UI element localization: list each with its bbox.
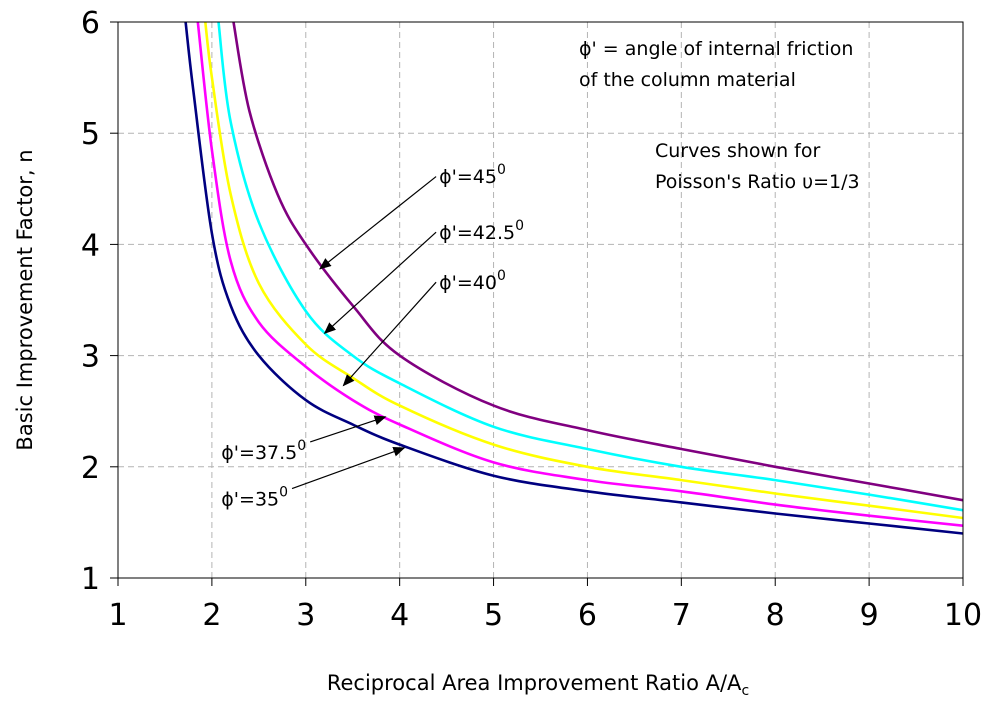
x-axis-label-text: Reciprocal Area Improvement Ratio A/A (327, 671, 742, 695)
grid (118, 22, 963, 578)
note-line-4: Poisson's Ratio υ=1/3 (655, 171, 860, 193)
series-line (204, 22, 963, 520)
x-axis-label: Reciprocal Area Improvement Ratio A/Ac (327, 671, 749, 699)
callout-superscript: 0 (279, 485, 288, 501)
callout-arrow (342, 281, 437, 387)
x-tick-label: 1 (108, 598, 127, 633)
series-line (184, 22, 963, 535)
note-line-2: of the column material (579, 69, 796, 91)
callout-arrow (319, 176, 437, 270)
callout-label: ϕ'=350 (221, 485, 288, 511)
x-tick-label: 10 (944, 598, 982, 633)
y-tick-label: 1 (81, 562, 100, 597)
curves (184, 22, 963, 535)
y-tick-label: 2 (81, 451, 100, 486)
callout-arrow (323, 231, 437, 335)
y-tick-label: 5 (81, 117, 100, 152)
plot-frame (117, 21, 964, 579)
callout-superscript: 0 (497, 162, 506, 178)
callout-superscript: 0 (515, 218, 524, 234)
note-line-1: ϕ' = angle of internal friction (579, 38, 853, 60)
series-line (196, 22, 963, 527)
x-tick-label: 9 (860, 598, 879, 633)
callout-label: ϕ'=450 (439, 162, 506, 188)
y-axis-label: Basic Improvement Factor, n (13, 149, 37, 450)
callout-label: ϕ'=37.50 (221, 438, 306, 464)
annotations: ϕ'=450 ϕ'=42.50 ϕ'=400 ϕ'=37.50 ϕ'=350 (221, 162, 524, 510)
note-line-3: Curves shown for (655, 140, 820, 162)
x-tick-label: 6 (578, 598, 597, 633)
callout-label: ϕ'=42.50 (439, 218, 524, 244)
callout-arrow (291, 446, 406, 490)
axis-ticks: 1 2 3 4 5 6 7 8 9 10 1 2 3 4 5 6 (81, 6, 982, 633)
x-tick-label: 7 (672, 598, 691, 633)
y-tick-label: 3 (81, 340, 100, 375)
x-tick-label: 3 (296, 598, 315, 633)
x-tick-label: 8 (766, 598, 785, 633)
y-tick-label: 4 (81, 228, 100, 263)
notes: ϕ' = angle of internal friction of the c… (579, 38, 860, 193)
callout-superscript: 0 (297, 438, 306, 454)
series-line (232, 22, 963, 502)
series-line (217, 22, 963, 512)
y-tick-label: 6 (81, 6, 100, 41)
x-tick-label: 2 (202, 598, 221, 633)
x-axis-label-subscript: c (741, 683, 749, 699)
x-tick-label: 5 (484, 598, 503, 633)
x-tick-label: 4 (390, 598, 409, 633)
callout-label: ϕ'=400 (439, 268, 506, 294)
callout-arrow (309, 415, 387, 443)
callout-superscript: 0 (497, 268, 506, 284)
